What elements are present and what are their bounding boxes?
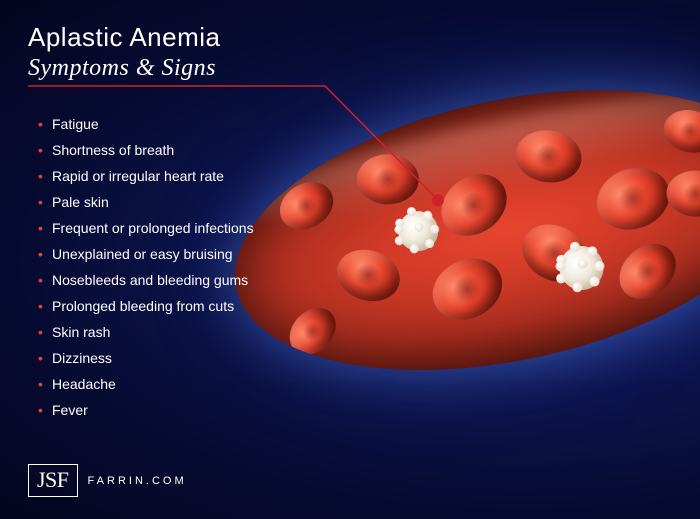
domain-text: FARRIN.COM (88, 475, 187, 487)
symptom-item: Fever (38, 402, 254, 418)
symptom-item: Fatigue (38, 116, 254, 132)
red-blood-cell (608, 233, 686, 310)
red-blood-cell (357, 154, 419, 204)
red-blood-cell (422, 247, 512, 331)
symptom-item: Rapid or irregular heart rate (38, 168, 254, 184)
symptom-list: Fatigue Shortness of breath Rapid or irreg… (38, 116, 254, 428)
subtitle: Symptoms & Signs (28, 55, 220, 82)
red-blood-cell (330, 242, 406, 309)
symptom-item: Headache (38, 376, 254, 392)
symptom-item: Shortness of breath (38, 142, 254, 158)
symptom-item: Pale skin (38, 194, 254, 210)
symptom-item: Unexplained or easy bruising (38, 246, 254, 262)
symptom-item: Skin rash (38, 324, 254, 340)
white-blood-cell (555, 242, 607, 294)
red-blood-cell (588, 158, 678, 240)
logo-text: JSF (37, 467, 69, 492)
footer: JSF FARRIN.COM (28, 464, 187, 497)
title: Aplastic Anemia (28, 22, 220, 53)
red-blood-cell (665, 169, 700, 218)
blood-vessel-illustration (209, 45, 700, 416)
infographic-canvas: Aplastic Anemia Symptoms & Signs Fatigue… (0, 0, 700, 519)
vessel-tube (209, 45, 700, 416)
logo-box: JSF (28, 464, 78, 497)
symptom-item: Dizziness (38, 350, 254, 366)
header: Aplastic Anemia Symptoms & Signs (28, 22, 220, 82)
symptom-item: Frequent or prolonged infections (38, 220, 254, 236)
symptom-item: Prolonged bleeding from cuts (38, 298, 254, 314)
symptom-item: Nosebleeds and bleeding gums (38, 272, 254, 288)
white-blood-cell (395, 207, 442, 254)
red-blood-cell (280, 299, 345, 364)
